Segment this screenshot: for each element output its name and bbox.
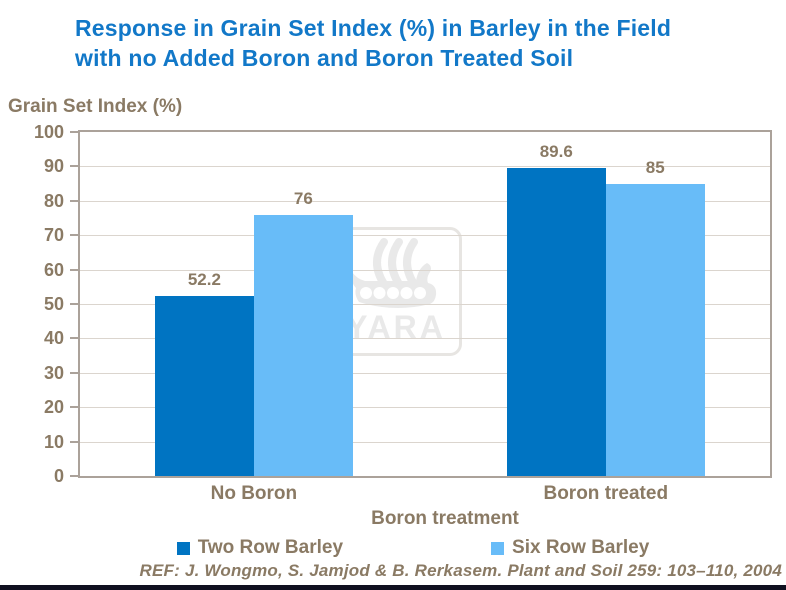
y-tick-mark <box>70 475 78 477</box>
yara-logo-text: YARA <box>346 309 446 345</box>
y-tick-label: 20 <box>43 397 64 418</box>
y-tick-mark <box>70 165 78 168</box>
bar-value-label: 52.2 <box>187 270 221 290</box>
footer-divider-bar <box>0 585 786 590</box>
x-axis-title: Boron treatment <box>371 508 519 529</box>
gridline <box>80 235 770 237</box>
legend-label: Two Row Barley <box>197 537 344 558</box>
gridline <box>80 338 770 340</box>
y-tick-label: 10 <box>43 431 64 452</box>
legend-swatch-two-row-barley <box>176 541 190 555</box>
gridline <box>80 372 770 374</box>
bar-value-label: 76 <box>293 188 313 208</box>
x-category-label-no-boron: No Boron <box>210 483 298 504</box>
chart-title-line1: Response in Grain Set Index (%) in Barle… <box>75 15 672 41</box>
viking-ship-icon <box>351 238 437 309</box>
chart-title: Response in Grain Set Index (%) in Barle… <box>75 13 755 73</box>
y-tick-mark <box>70 131 78 133</box>
legend-label: Six Row Barley <box>512 537 650 558</box>
y-tick-label: 70 <box>43 225 64 246</box>
legend-item-two-row-barley: Two Row Barley <box>176 537 344 559</box>
y-tick-mark <box>70 303 78 305</box>
gridline <box>80 407 770 409</box>
chart-title-line2: with no Added Boron and Boron Treated So… <box>75 45 574 71</box>
y-tick-label: 0 <box>53 466 64 486</box>
bar-value-label: 89.6 <box>539 141 573 161</box>
y-tick-label: 30 <box>43 362 64 383</box>
y-tick-mark <box>70 440 78 443</box>
gridline <box>80 441 770 443</box>
x-axis: No Boron Boron treated <box>0 483 786 507</box>
bar-two-row-barley-no-boron <box>154 296 254 476</box>
gridline <box>80 166 770 168</box>
legend-swatch-six-row-barley <box>491 541 505 555</box>
bar-six-row-barley-no-boron <box>253 214 353 476</box>
gridline <box>80 269 770 271</box>
reference-text: REF: J. Wongmo, S. Jamjod & B. Rerkasem.… <box>139 561 782 580</box>
gridline <box>80 200 770 202</box>
bar-two-row-barley-boron-treated <box>506 167 606 476</box>
y-tick-label: 90 <box>43 156 64 177</box>
y-tick-label: 60 <box>43 259 64 280</box>
bar-value-label: 85 <box>645 157 665 177</box>
legend-item-six-row-barley: Six Row Barley <box>491 537 649 559</box>
y-tick-label: 100 <box>33 122 64 142</box>
y-tick-label: 50 <box>43 294 64 314</box>
y-tick-mark <box>70 406 78 409</box>
y-axis: 0 10 20 30 40 50 60 70 80 90 100 <box>0 122 78 486</box>
y-tick-mark <box>70 268 78 271</box>
gridline <box>80 304 770 305</box>
y-tick-label: 40 <box>43 328 64 349</box>
y-axis-title: Grain Set Index (%) <box>8 96 183 117</box>
y-tick-mark <box>70 371 78 374</box>
plot-area: YARA 52.2 89.6 76 85 <box>78 130 772 478</box>
y-tick-mark <box>70 234 78 237</box>
legend: Two Row Barley Six Row Barley <box>0 537 786 559</box>
y-tick-label: 80 <box>43 190 64 211</box>
y-tick-mark <box>70 337 78 340</box>
x-category-label-boron-treated: Boron treated <box>543 483 669 504</box>
y-tick-mark <box>70 199 78 202</box>
bar-six-row-barley-boron-treated <box>605 183 705 476</box>
